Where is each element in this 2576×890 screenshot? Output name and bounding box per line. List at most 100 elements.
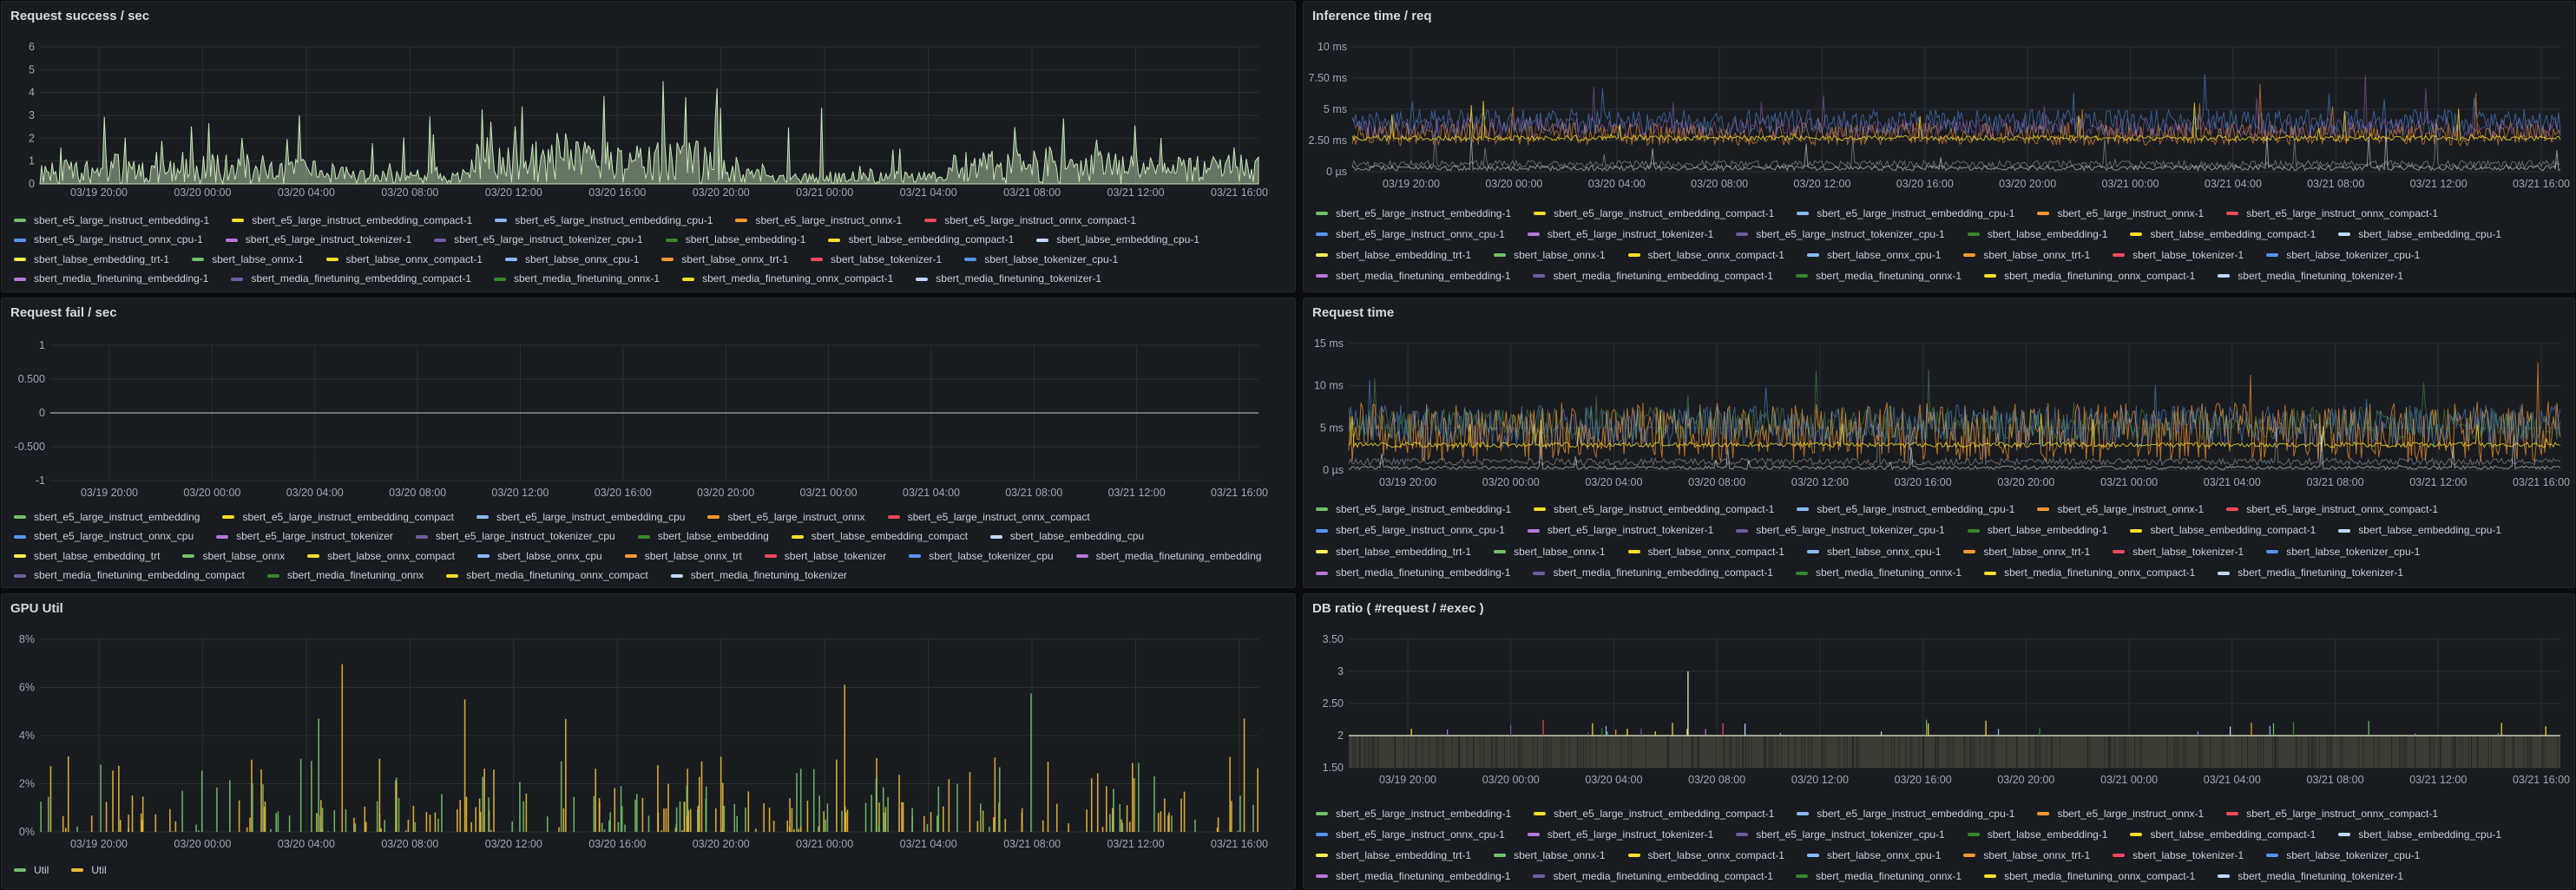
legend-item[interactable]: sbert_labse_tokenizer_cpu-1 [964,252,1118,267]
legend-item[interactable]: sbert_labse_onnx-1 [1494,544,1606,560]
legend-item[interactable]: sbert_media_finetuning_onnx [266,569,424,584]
legend-item[interactable]: sbert_e5_large_instruct_tokenizer-1 [1527,523,1713,540]
legend-item[interactable]: sbert_e5_large_instruct_onnx-1 [2037,501,2204,518]
legend-item[interactable]: sbert_labse_embedding_compact-1 [2130,523,2316,540]
legend-item[interactable]: sbert_media_finetuning_onnx-1 [1795,868,1962,884]
legend-item[interactable]: sbert_labse_embedding_cpu-1 [2338,523,2501,540]
legend-item[interactable]: sbert_labse_embedding_cpu-1 [1036,233,1199,248]
legend-item[interactable]: sbert_e5_large_instruct_tokenizer_cpu-1 [1736,226,1945,242]
legend-item[interactable]: sbert_labse_embedding_cpu-1 [2338,226,2501,242]
legend-item[interactable]: sbert_e5_large_instruct_embedding_cpu-1 [1797,806,2014,821]
legend-item[interactable]: sbert_labse_onnx_trt-1 [1963,544,2090,560]
legend-item[interactable]: sbert_media_finetuning_tokenizer-1 [2218,268,2403,284]
legend-item[interactable]: sbert_labse_onnx_cpu-1 [504,252,639,267]
legend-item[interactable]: sbert_labse_onnx_cpu [476,549,602,564]
legend-item[interactable]: sbert_labse_tokenizer-1 [2113,544,2244,560]
panel-request-success[interactable]: Request success / sec 0 1 2 3 4 5 6 03/19 20:00… [1,1,1296,292]
legend-item[interactable]: sbert_e5_large_instruct_tokenizer_cpu [415,530,615,545]
legend-item[interactable]: sbert_media_finetuning_tokenizer-1 [2218,566,2403,582]
panel-gpu-util[interactable]: GPU Util 0% 2% 4% 6% 8% 03/19 20:00 03/20 00:0… [1,593,1296,889]
legend-item[interactable]: sbert_e5_large_instruct_onnx_compact-1 [2226,501,2438,518]
legend-item[interactable]: sbert_e5_large_instruct_onnx_compact [887,510,1090,525]
legend-item[interactable]: sbert_labse_embedding_compact-1 [2130,226,2316,242]
legend-item[interactable]: sbert_e5_large_instruct_onnx_compact-1 [2226,206,2438,221]
legend-item[interactable]: sbert_labse_embedding-1 [1967,827,2107,842]
legend-item[interactable]: sbert_labse_embedding_trt-1 [1316,847,1471,863]
chart-request-time[interactable]: 0 µs 5 ms 10 ms 15 ms 03/19 20:00 03/20 00:00… [1304,298,2575,494]
legend-item[interactable]: sbert_media_finetuning_tokenizer [670,569,847,584]
legend-item[interactable]: sbert_e5_large_instruct_embedding-1 [14,213,209,228]
legend-item[interactable]: sbert_labse_embedding [637,530,769,545]
legend-item[interactable]: sbert_e5_large_instruct_embedding-1 [1316,206,1511,221]
legend-item[interactable]: sbert_labse_embedding-1 [665,233,805,248]
legend-item[interactable]: sbert_labse_tokenizer_cpu-1 [2266,544,2420,560]
legend-item[interactable]: sbert_media_finetuning_embedding_compact… [1533,868,1773,884]
legend-item[interactable]: sbert_labse_onnx [182,549,285,564]
legend-item[interactable]: sbert_e5_large_instruct_embedding-1 [1316,501,1511,518]
legend-item[interactable]: sbert_labse_onnx_compact-1 [325,252,483,267]
legend-item[interactable]: sbert_e5_large_instruct_embedding_cpu [476,510,685,525]
legend-item[interactable]: sbert_e5_large_instruct_onnx-1 [2037,206,2204,221]
legend-item[interactable]: sbert_media_finetuning_onnx-1 [1795,268,1962,284]
legend-item[interactable]: sbert_labse_embedding_compact-1 [828,233,1014,248]
legend-item[interactable]: sbert_media_finetuning_embedding_compact… [1533,566,1773,582]
legend-item[interactable]: sbert_media_finetuning_embedding-1 [14,272,208,287]
panel-request-time[interactable]: Request time 0 µs 5 ms 10 ms 15 ms 03/19 20:… [1303,298,2575,588]
legend-item[interactable]: sbert_labse_onnx_cpu-1 [1806,544,1941,560]
legend-item[interactable]: sbert_labse_tokenizer_cpu-1 [2266,847,2420,863]
panel-inference-time[interactable]: Inference time / req 0 µs 2.50 ms 5 ms 7.50… [1303,1,2575,292]
legend-item[interactable]: sbert_e5_large_instruct_tokenizer [216,530,393,545]
legend-item[interactable]: sbert_labse_onnx_cpu-1 [1806,847,1941,863]
legend-item[interactable]: sbert_media_finetuning_embedding_compact [14,569,245,584]
legend-item[interactable]: sbert_e5_large_instruct_embedding-1 [1316,806,1511,821]
legend-item[interactable]: sbert_media_finetuning_embedding-1 [1316,566,1510,582]
legend-item[interactable]: sbert_media_finetuning_embedding-1 [1316,268,1510,284]
legend-item[interactable]: sbert_labse_tokenizer_cpu [909,549,1054,564]
legend-item[interactable]: sbert_labse_embedding_trt-1 [14,252,169,267]
legend-item[interactable]: sbert_labse_tokenizer_cpu-1 [2266,247,2420,263]
legend-item[interactable]: sbert_labse_onnx_compact [307,549,455,564]
legend-item[interactable]: sbert_media_finetuning_onnx_compact [446,569,648,584]
legend-item[interactable]: sbert_labse_embedding_trt [14,549,160,564]
legend-item[interactable]: sbert_labse_onnx_trt-1 [1963,847,2090,863]
chart-inference-time[interactable]: 0 µs 2.50 ms 5 ms 7.50 ms 10 ms 03/19 20:00 03… [1304,2,2575,196]
legend-item[interactable]: sbert_e5_large_instruct_embedding_compac… [222,510,454,525]
legend-item[interactable]: sbert_labse_tokenizer-1 [2113,247,2244,263]
legend-item[interactable]: sbert_media_finetuning_embedding-1 [1316,868,1510,884]
legend-item[interactable]: sbert_labse_embedding_compact-1 [2130,827,2316,842]
legend-item[interactable]: sbert_e5_large_instruct_embedding_compac… [1534,501,1774,518]
legend-item[interactable]: sbert_labse_embedding-1 [1967,226,2107,242]
legend-item[interactable]: sbert_e5_large_instruct_onnx_cpu-1 [1316,226,1505,242]
legend-item[interactable]: sbert_labse_embedding_compact [791,530,968,545]
legend-item[interactable]: sbert_media_finetuning_onnx_compact-1 [682,272,893,287]
legend-item[interactable]: sbert_labse_embedding-1 [1967,523,2107,540]
legend-item[interactable]: sbert_labse_onnx_trt-1 [1963,247,2090,263]
chart-gpu-util[interactable]: 0% 2% 4% 6% 8% 03/19 20:00 03/20 00:00 03/20 04… [2,594,1296,860]
legend-item[interactable]: sbert_e5_large_instruct_onnx-1 [735,213,902,228]
legend-item[interactable]: sbert_media_finetuning_embedding_compact… [1533,268,1773,284]
legend-item[interactable]: sbert_labse_onnx_cpu-1 [1806,247,1941,263]
legend-item[interactable]: sbert_e5_large_instruct_tokenizer_cpu-1 [1736,827,1945,842]
legend-item[interactable]: sbert_media_finetuning_onnx_compact-1 [1984,268,2195,284]
legend-item[interactable]: sbert_e5_large_instruct_onnx_cpu-1 [1316,827,1505,842]
legend-item[interactable]: Util [71,860,107,880]
legend-item[interactable]: sbert_e5_large_instruct_embedding_compac… [1534,806,1774,821]
legend-item[interactable]: sbert_labse_onnx_compact-1 [1627,247,1784,263]
legend-item[interactable]: sbert_e5_large_instruct_tokenizer-1 [1527,827,1713,842]
legend-item[interactable]: sbert_e5_large_instruct_embedding_cpu-1 [1797,501,2014,518]
legend-item[interactable]: sbert_labse_onnx_compact-1 [1627,544,1784,560]
legend-item[interactable]: sbert_e5_large_instruct_embedding [14,510,200,525]
legend-item[interactable]: sbert_media_finetuning_onnx_compact-1 [1984,868,2195,884]
legend-item[interactable]: sbert_e5_large_instruct_embedding_cpu-1 [1797,206,2014,221]
legend-item[interactable]: sbert_e5_large_instruct_embedding_cpu-1 [495,213,713,228]
legend-item[interactable]: sbert_labse_embedding_trt-1 [1316,247,1471,263]
legend-item[interactable]: sbert_labse_onnx_trt [624,549,742,564]
legend-item[interactable]: sbert_media_finetuning_onnx_compact-1 [1984,566,2195,582]
legend-item[interactable]: sbert_media_finetuning_onnx-1 [1795,566,1962,582]
legend-item[interactable]: sbert_labse_embedding_trt-1 [1316,544,1471,560]
legend-item[interactable]: sbert_e5_large_instruct_onnx_cpu-1 [14,233,203,248]
legend-item[interactable]: sbert_e5_large_instruct_onnx_cpu [14,530,194,545]
legend-item[interactable]: sbert_media_finetuning_tokenizer-1 [916,272,1101,287]
legend-item[interactable]: sbert_e5_large_instruct_embedding_compac… [1534,206,1774,221]
legend-item[interactable]: sbert_labse_onnx_trt-1 [661,252,788,267]
